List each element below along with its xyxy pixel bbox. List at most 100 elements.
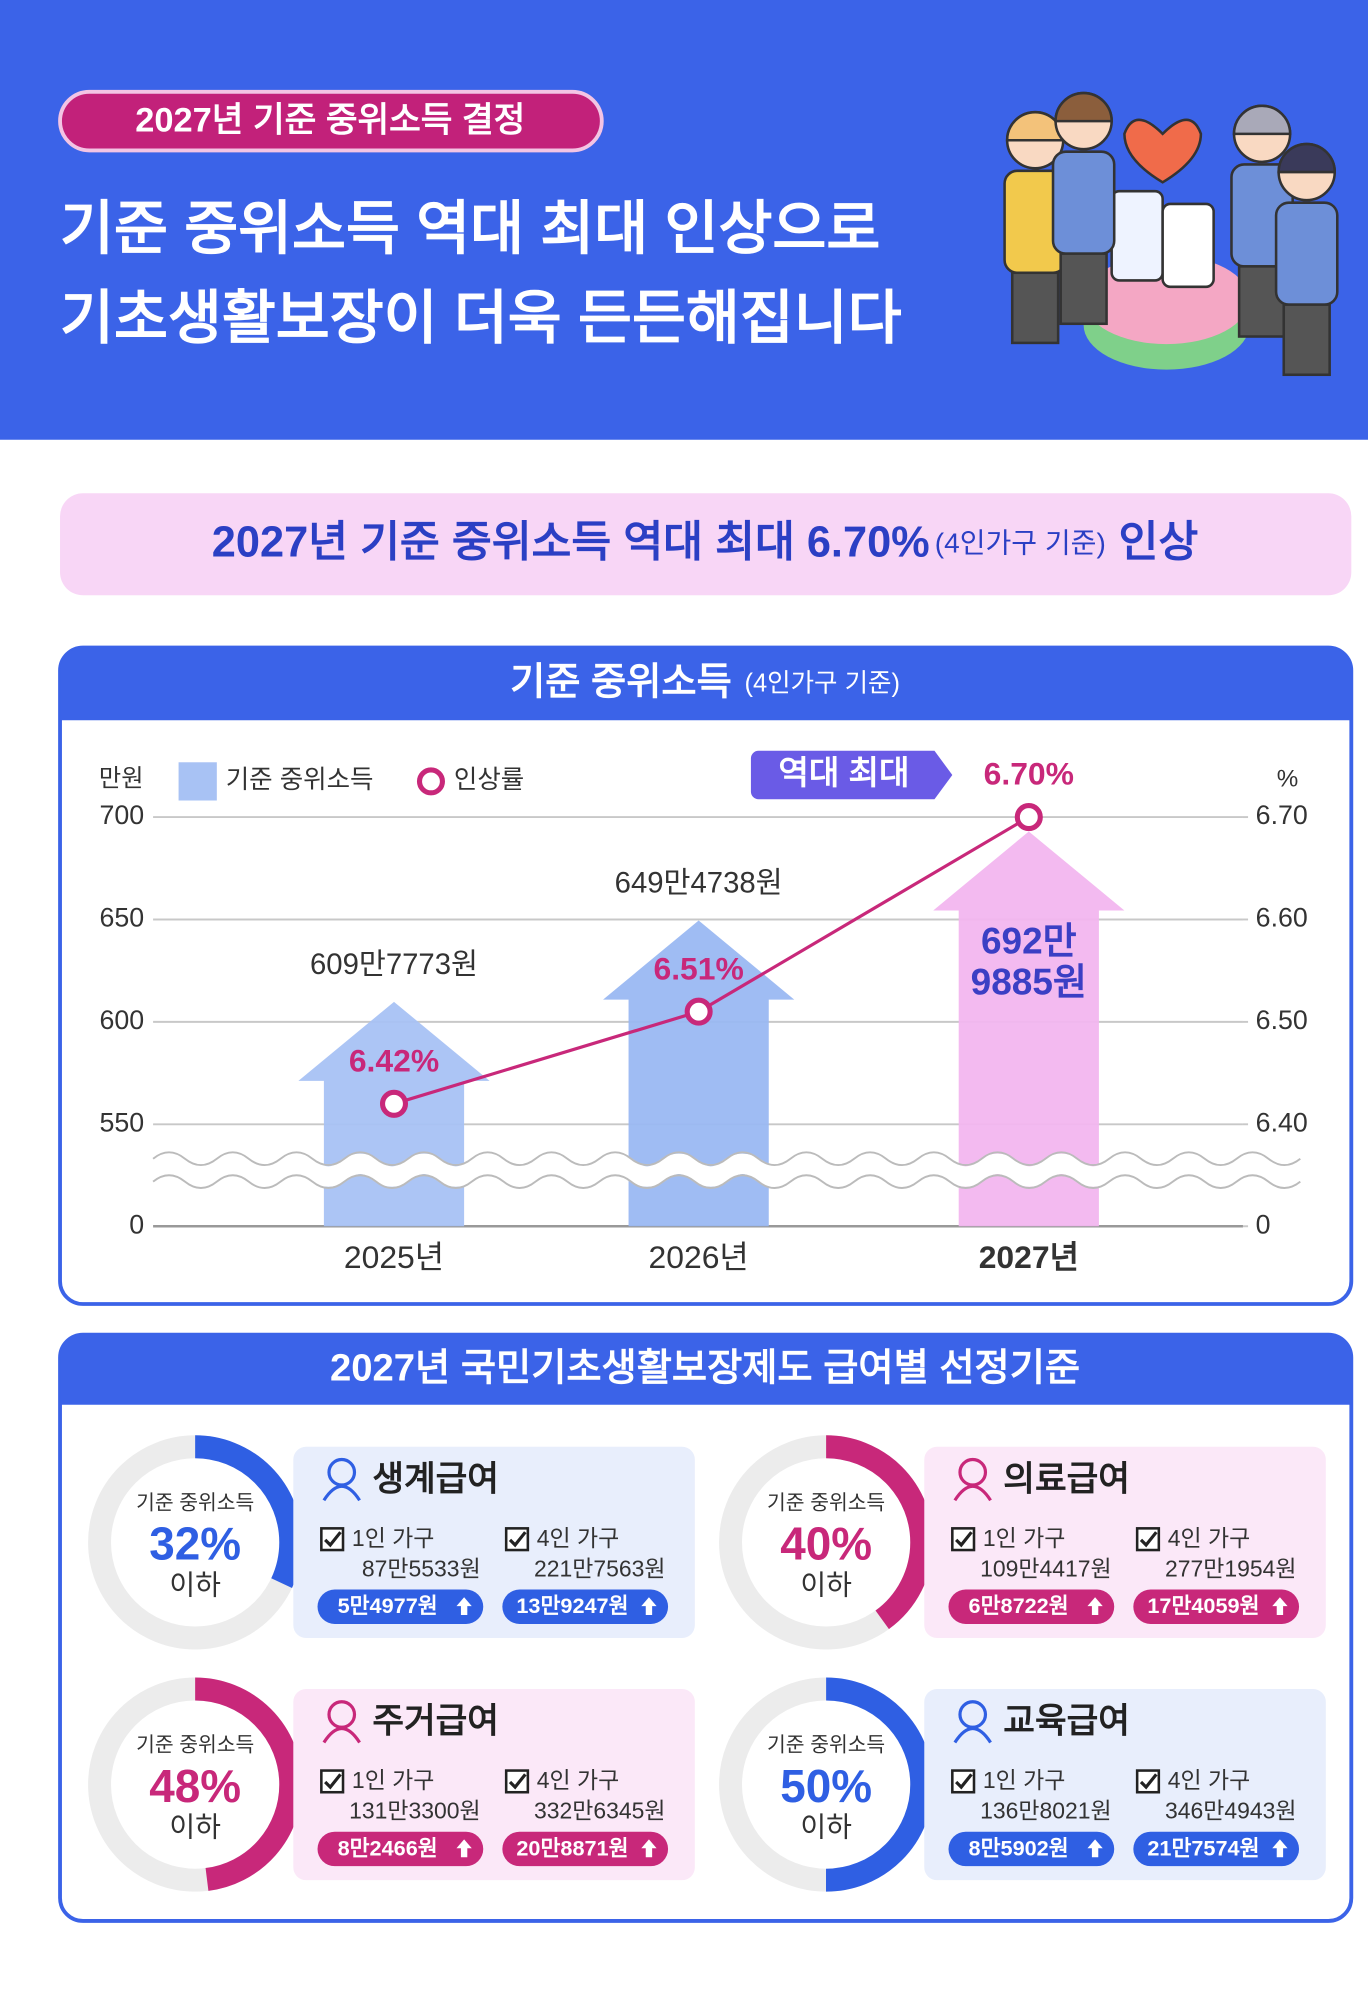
header-title: 기초생활보장이 더욱 든든해집니다: [60, 286, 902, 351]
checkbox-tick: [955, 1773, 973, 1790]
tag-text: 2027년 기준 중위소득 결정: [135, 101, 525, 139]
increase-text: 13만9247원: [516, 1593, 628, 1618]
household-amount: 109만4417원: [980, 1555, 1112, 1581]
line-value-label: 6.51%: [653, 950, 743, 986]
line-value-label: 6.70%: [984, 756, 1074, 792]
annotation-text: 역대 최대: [778, 755, 909, 792]
donut-percent: 32%: [149, 1518, 241, 1570]
increase-text: 5만4977원: [338, 1593, 438, 1618]
line-point: [1014, 803, 1043, 832]
donut-percent: 48%: [149, 1760, 241, 1812]
increase-arrow: [1272, 1839, 1288, 1858]
bar-value-label: 692만 9885원: [971, 920, 1087, 1002]
increase-pill: [502, 1831, 669, 1867]
increase-text: 8만5902원: [969, 1835, 1069, 1860]
legend-label: 인상률: [454, 766, 524, 794]
chart-header: [60, 647, 1352, 721]
benefits-title: 2027년 국민기초생활보장제도 급여별 선정기준: [330, 1346, 1080, 1389]
bar-value-label: 649만4738원: [615, 867, 783, 900]
legend-label: 기준 중위소득: [226, 766, 374, 794]
household-label: 4인 가구: [537, 1767, 619, 1793]
illus-legs: [1282, 303, 1331, 377]
increase-arrow: [1087, 1597, 1103, 1616]
benefits-header: [60, 1334, 1352, 1405]
banner-text: 2027년 기준 중위소득 역대 최대 6.70% (4인가구 기준) 인상: [212, 519, 1199, 567]
checkbox: [320, 1527, 345, 1552]
donut-suffix: 이하: [800, 1569, 852, 1600]
increase-arrow: [1087, 1839, 1103, 1858]
increase-arrow: [456, 1597, 472, 1616]
axis-break: [146, 1153, 1307, 1187]
donut-arc: [88, 1435, 303, 1650]
tag-pill: [58, 89, 604, 153]
chart-title: 기준 중위소득 (4인가구 기준): [510, 661, 900, 704]
y-tick-label: 550: [100, 1107, 145, 1137]
bar-value-label: 609만7773원: [310, 948, 478, 981]
increase-text: 8만2466원: [338, 1835, 438, 1860]
checkbox-tick: [955, 1531, 973, 1548]
y-tick-label: 700: [100, 800, 145, 830]
bar: [603, 920, 795, 1227]
household-label: 1인 가구: [352, 1767, 434, 1793]
checkbox: [504, 1527, 530, 1552]
household-amount: 136만8021원: [980, 1798, 1112, 1824]
card-name: 의료급여: [1003, 1460, 1130, 1498]
card-icon: [953, 1484, 992, 1502]
illus-card: [1161, 202, 1215, 289]
legend-marker: [416, 767, 445, 796]
axis-break-line: [152, 1151, 1301, 1167]
banner-bg: [60, 493, 1352, 596]
x-tick-label: 2026년: [649, 1239, 749, 1275]
checkbox: [1135, 1769, 1161, 1794]
illus-body: [1274, 201, 1339, 306]
donut-suffix: 이하: [169, 1569, 221, 1600]
card-icon: [322, 1484, 361, 1502]
legend-swatch: [178, 762, 217, 801]
y2-unit: %: [1277, 766, 1299, 793]
checkbox: [1135, 1527, 1161, 1552]
increase-pill: [1133, 1831, 1300, 1867]
illus-card: [1110, 189, 1164, 282]
chart-title-main: 기준 중위소득: [510, 661, 732, 704]
y2-tick-label: 6.70: [1256, 800, 1308, 830]
y2-tick-label: 6.60: [1256, 903, 1308, 933]
x-tick-label: 2025년: [344, 1239, 444, 1275]
checkbox-tick: [508, 1773, 527, 1790]
household-label: 1인 가구: [352, 1525, 434, 1551]
checkbox: [951, 1527, 976, 1552]
banner-part: 인상: [1119, 519, 1199, 567]
checkbox: [504, 1769, 530, 1794]
banner-part: (4인가구 기준): [935, 528, 1106, 559]
household-label: 1인 가구: [983, 1525, 1065, 1551]
increase-arrow: [641, 1839, 657, 1858]
increase-arrow: [641, 1597, 657, 1616]
bar-value-line: 9885원: [971, 961, 1087, 1002]
illus-legs: [1010, 271, 1060, 345]
illus-legs: [1059, 252, 1108, 326]
card-name: 주거급여: [372, 1702, 499, 1740]
household-label: 4인 가구: [537, 1525, 619, 1551]
household-label: 1인 가구: [983, 1767, 1065, 1793]
increase-text: 20만8871원: [516, 1835, 628, 1860]
household-label: 4인 가구: [1168, 1767, 1250, 1793]
line-point: [684, 997, 713, 1026]
checkbox-tick: [1139, 1773, 1158, 1790]
y2-tick-label: 0: [1256, 1209, 1271, 1239]
bar-value-line: 692만: [981, 920, 1077, 961]
donut-percent: 50%: [780, 1760, 872, 1812]
increase-pill: [317, 1831, 484, 1867]
header-title: 기준 중위소득 역대 최대 인상으로: [60, 197, 880, 262]
increase-pill: [948, 1589, 1115, 1624]
donut-suffix: 이하: [800, 1812, 852, 1843]
card-icon: [953, 1726, 992, 1744]
checkbox-tick: [1139, 1531, 1158, 1548]
increase-text: 21만7574원: [1147, 1835, 1259, 1860]
axis-break-line: [152, 1174, 1301, 1189]
checkbox-tick: [324, 1773, 342, 1790]
card-icon: [322, 1726, 361, 1744]
increase-arrow: [1272, 1597, 1288, 1616]
illustration: [1003, 91, 1339, 377]
y-tick-label: 650: [100, 903, 145, 933]
donut-criterion: 기준 중위소득: [767, 1734, 885, 1757]
